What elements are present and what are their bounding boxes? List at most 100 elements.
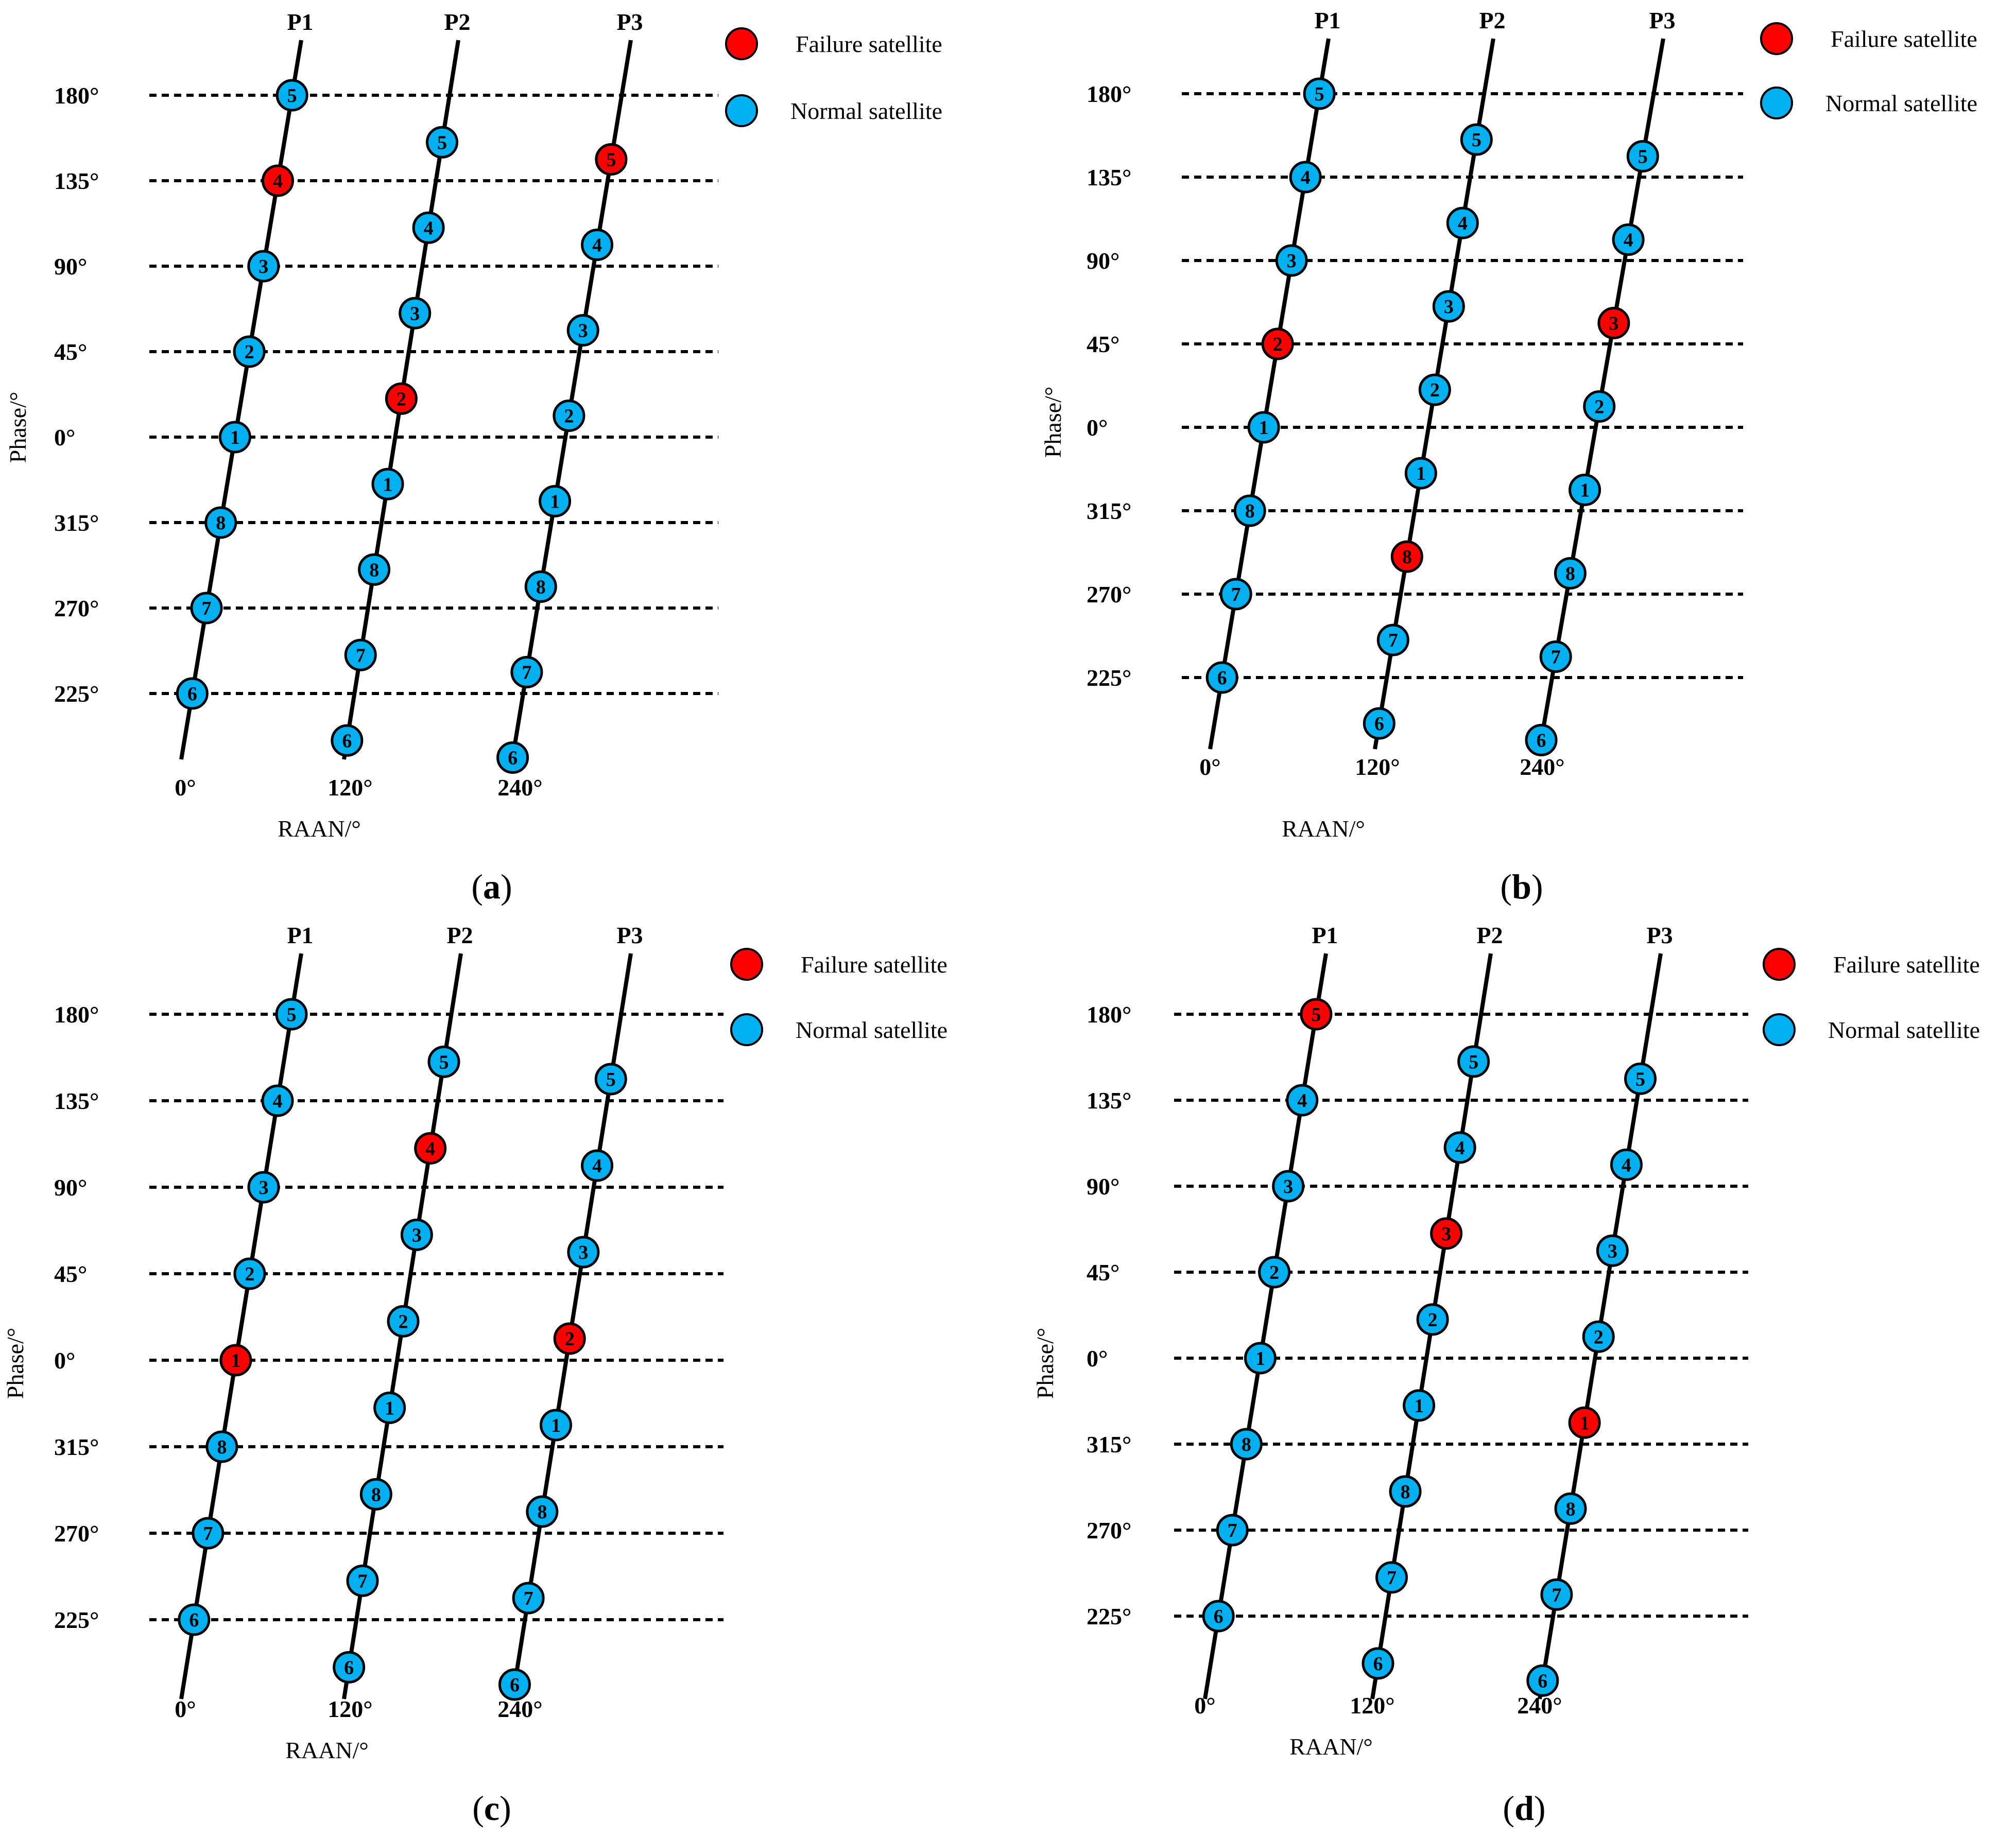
normal-satellite-marker[interactable]	[567, 1236, 600, 1269]
satellite-p1-8[interactable]: 8	[204, 506, 237, 539]
satellite-p2-4[interactable]: 4	[1446, 206, 1479, 239]
failure-satellite-marker[interactable]	[385, 382, 418, 415]
satellite-p1-5[interactable]: 5	[275, 79, 308, 112]
normal-satellite-marker[interactable]	[176, 677, 209, 710]
normal-satellite-marker[interactable]	[498, 1668, 531, 1701]
normal-satellite-marker[interactable]	[1244, 1342, 1277, 1375]
normal-satellite-marker[interactable]	[233, 1257, 266, 1290]
satellite-p2-2[interactable]: 2	[1418, 373, 1451, 406]
normal-satellite-marker[interactable]	[1569, 474, 1601, 506]
satellite-p1-6[interactable]: 6	[178, 1603, 211, 1636]
satellite-p2-8[interactable]: 8	[1390, 540, 1423, 573]
normal-satellite-marker[interactable]	[333, 1651, 366, 1684]
normal-satellite-marker[interactable]	[1363, 707, 1395, 740]
failure-satellite-marker[interactable]	[1568, 1406, 1601, 1439]
satellite-p3-3[interactable]: 3	[1596, 1234, 1629, 1267]
satellite-p1-1[interactable]: 1	[1244, 1342, 1277, 1375]
normal-satellite-marker[interactable]	[1289, 161, 1322, 194]
normal-satellite-marker[interactable]	[1416, 1303, 1449, 1336]
normal-satellite-marker[interactable]	[1526, 1664, 1559, 1697]
satellite-p1-6[interactable]: 6	[176, 677, 209, 710]
satellite-p2-1[interactable]: 1	[373, 1391, 406, 1424]
satellite-p3-5[interactable]: 5	[1624, 1062, 1657, 1095]
normal-satellite-marker[interactable]	[540, 1409, 573, 1442]
normal-satellite-marker[interactable]	[247, 250, 280, 283]
satellite-p1-6[interactable]: 6	[1205, 661, 1238, 694]
satellite-p1-3[interactable]: 3	[1275, 244, 1308, 277]
normal-satellite-marker[interactable]	[371, 467, 404, 500]
satellite-p1-3[interactable]: 3	[1272, 1170, 1305, 1203]
satellite-p1-1[interactable]: 1	[1247, 411, 1280, 444]
satellite-p2-7[interactable]: 7	[1375, 1561, 1408, 1594]
satellite-p3-6[interactable]: 6	[1526, 1664, 1559, 1697]
normal-satellite-marker[interactable]	[1202, 1600, 1235, 1633]
failure-satellite-marker[interactable]	[261, 164, 294, 197]
satellite-p2-1[interactable]: 1	[371, 467, 404, 500]
satellite-p3-7[interactable]: 7	[1540, 1578, 1573, 1611]
normal-satellite-marker[interactable]	[331, 724, 364, 757]
satellite-p3-3[interactable]: 3	[1597, 307, 1630, 339]
satellite-p1-7[interactable]: 7	[1216, 1514, 1249, 1547]
satellite-p3-4[interactable]: 4	[581, 229, 614, 261]
failure-satellite-marker[interactable]	[414, 1132, 447, 1165]
satellite-p2-1[interactable]: 1	[1403, 1389, 1436, 1422]
normal-satellite-marker[interactable]	[553, 400, 585, 432]
normal-satellite-marker[interactable]	[1540, 1578, 1573, 1611]
normal-satellite-marker[interactable]	[1247, 411, 1280, 444]
satellite-p2-2[interactable]: 2	[387, 1305, 420, 1338]
normal-satellite-marker[interactable]	[233, 335, 266, 368]
normal-satellite-marker[interactable]	[205, 1430, 238, 1463]
satellite-p2-8[interactable]: 8	[1389, 1475, 1422, 1508]
normal-satellite-marker[interactable]	[359, 1478, 392, 1511]
satellite-p1-7[interactable]: 7	[1219, 578, 1252, 611]
normal-satellite-marker[interactable]	[539, 485, 572, 517]
satellite-p2-4[interactable]: 4	[412, 211, 445, 244]
satellite-p3-4[interactable]: 4	[1612, 223, 1645, 256]
satellite-p3-8[interactable]: 8	[524, 570, 557, 603]
normal-satellite-marker[interactable]	[344, 638, 377, 671]
satellite-p2-3[interactable]: 3	[1430, 1217, 1463, 1250]
normal-satellite-marker[interactable]	[218, 421, 251, 454]
normal-satellite-marker[interactable]	[496, 741, 529, 774]
normal-satellite-marker[interactable]	[1230, 1428, 1263, 1461]
satellite-p2-5[interactable]: 5	[425, 126, 458, 159]
satellite-p1-5[interactable]: 5	[1300, 998, 1333, 1031]
normal-satellite-marker[interactable]	[261, 1084, 294, 1117]
normal-satellite-marker[interactable]	[1525, 724, 1558, 756]
satellite-p1-6[interactable]: 6	[1202, 1600, 1235, 1633]
satellite-p1-2[interactable]: 2	[233, 335, 266, 368]
normal-satellite-marker[interactable]	[204, 506, 237, 539]
failure-satellite-marker[interactable]	[219, 1344, 252, 1377]
normal-satellite-marker[interactable]	[1554, 1492, 1587, 1525]
satellite-p3-5[interactable]: 5	[594, 1063, 627, 1096]
satellite-p2-3[interactable]: 3	[400, 1218, 433, 1251]
normal-satellite-marker[interactable]	[1286, 1084, 1319, 1117]
satellite-p1-5[interactable]: 5	[275, 998, 308, 1031]
satellite-p3-4[interactable]: 4	[581, 1149, 614, 1182]
satellite-p2-6[interactable]: 6	[1362, 1647, 1394, 1680]
normal-satellite-marker[interactable]	[1418, 373, 1451, 406]
satellite-p3-4[interactable]: 4	[1610, 1148, 1643, 1181]
normal-satellite-marker[interactable]	[1303, 77, 1336, 110]
normal-satellite-marker[interactable]	[1375, 1561, 1408, 1594]
satellite-p2-3[interactable]: 3	[399, 297, 432, 330]
satellite-p3-8[interactable]: 8	[1554, 557, 1587, 589]
normal-satellite-marker[interactable]	[1582, 1320, 1615, 1353]
satellite-p2-6[interactable]: 6	[333, 1651, 366, 1684]
satellite-p1-8[interactable]: 8	[1230, 1428, 1263, 1461]
normal-satellite-marker[interactable]	[1275, 244, 1308, 277]
normal-satellite-marker[interactable]	[427, 1045, 460, 1078]
normal-satellite-marker[interactable]	[1626, 140, 1659, 172]
failure-satellite-marker[interactable]	[1261, 327, 1294, 360]
satellite-p3-6[interactable]: 6	[498, 1668, 531, 1701]
normal-satellite-marker[interactable]	[358, 553, 391, 586]
satellite-p2-7[interactable]: 7	[346, 1564, 379, 1597]
satellite-p3-2[interactable]: 2	[1583, 390, 1616, 423]
satellite-p1-7[interactable]: 7	[192, 1517, 225, 1550]
satellite-p1-2[interactable]: 2	[233, 1257, 266, 1290]
normal-satellite-marker[interactable]	[1539, 640, 1572, 673]
normal-satellite-marker[interactable]	[581, 229, 614, 261]
normal-satellite-marker[interactable]	[1258, 1256, 1291, 1289]
satellite-p3-1[interactable]: 1	[1568, 1406, 1601, 1439]
satellite-p1-8[interactable]: 8	[205, 1430, 238, 1463]
